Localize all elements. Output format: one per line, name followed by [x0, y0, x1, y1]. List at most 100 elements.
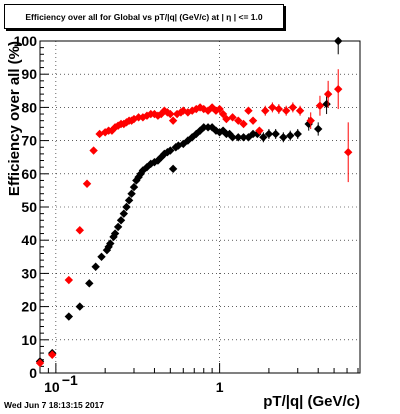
y-tick-label: 50: [21, 199, 37, 215]
data-point: [195, 103, 205, 112]
data-point: [124, 196, 134, 205]
data-point: [244, 106, 253, 115]
y-axis-title: Efficiency over all (%): [6, 41, 23, 196]
data-point: [172, 109, 182, 119]
data-point: [113, 121, 123, 130]
y-tick-label: 30: [21, 265, 37, 281]
y-tick-label: 40: [21, 232, 37, 248]
data-point: [288, 103, 298, 112]
data-point: [255, 126, 264, 135]
data-point: [75, 226, 84, 235]
data-point: [228, 133, 237, 142]
data-point: [322, 99, 331, 109]
data-point: [192, 129, 201, 139]
data-point: [91, 262, 100, 271]
data-point: [248, 116, 258, 125]
data-point: [85, 279, 94, 288]
x-tick-label: 10: [44, 379, 60, 395]
data-point: [264, 129, 274, 139]
chart-title-box: Efficiency over all for Global vs pT/|q|…: [4, 4, 284, 29]
data-point: [64, 275, 74, 285]
data-point: [222, 114, 231, 124]
data-point: [132, 176, 141, 185]
data-point: [228, 113, 237, 122]
data-point: [192, 104, 201, 114]
timestamp: Wed Jun 7 18:13:15 2017: [4, 400, 105, 410]
data-point: [168, 164, 178, 174]
data-point: [97, 252, 106, 261]
data-point: [119, 209, 129, 218]
y-tick-label: 70: [21, 133, 37, 149]
data-point: [293, 129, 302, 139]
data-point: [166, 146, 175, 155]
data-point: [166, 109, 175, 119]
data-point: [119, 119, 129, 129]
data-point: [323, 89, 333, 99]
data-point: [271, 129, 280, 139]
data-point: [203, 106, 213, 115]
data-point: [35, 358, 45, 368]
data-point: [134, 113, 143, 122]
data-point: [239, 119, 248, 129]
x-tick-exponent: −1: [62, 372, 78, 388]
axis-ticks: [39, 40, 359, 374]
data-point: [344, 148, 353, 157]
data-point: [306, 116, 315, 125]
series-1: [35, 36, 343, 366]
data-point: [259, 133, 268, 142]
data-point: [179, 106, 188, 115]
data-point: [153, 111, 163, 120]
y-tick-label: 0: [29, 365, 37, 381]
data-point: [314, 124, 323, 134]
data-point: [281, 106, 291, 115]
data-point: [334, 84, 343, 94]
data-point: [116, 216, 126, 225]
data-point: [129, 182, 139, 192]
data-point: [234, 116, 243, 125]
data-point: [110, 229, 120, 238]
data-point: [48, 350, 57, 359]
x-tick-label: 1: [216, 379, 224, 395]
data-point: [113, 222, 123, 232]
data-point: [279, 133, 288, 142]
series-2: [35, 69, 353, 368]
y-tick-label: 60: [21, 166, 37, 182]
data-point: [199, 123, 208, 132]
data-point: [207, 103, 217, 112]
data-point: [215, 104, 224, 114]
data-point: [315, 101, 325, 110]
data-point: [106, 239, 115, 248]
y-tick-label: 90: [21, 66, 37, 82]
data-point: [183, 108, 193, 117]
data-point: [127, 189, 136, 198]
data-point: [239, 133, 248, 142]
data-point: [82, 179, 92, 188]
data-point: [274, 104, 284, 114]
series: [35, 36, 353, 368]
y-tick-label: 10: [21, 332, 37, 348]
data-point: [199, 104, 208, 114]
chart-title: Efficiency over all for Global vs pT/|q|…: [25, 12, 263, 22]
data-point: [248, 129, 258, 139]
data-point: [183, 136, 193, 145]
y-tick-label: 80: [21, 99, 37, 115]
data-point: [268, 103, 277, 112]
data-point: [261, 106, 270, 115]
data-point: [64, 312, 74, 321]
x-axis-title: pT/|q| (GeV/c): [263, 393, 360, 410]
data-point: [168, 116, 178, 125]
data-point: [146, 159, 156, 169]
data-point: [295, 106, 305, 115]
data-point: [104, 242, 113, 252]
data-point: [102, 245, 112, 255]
data-point: [211, 106, 221, 115]
data-point: [334, 36, 343, 46]
data-point: [122, 202, 131, 212]
data-point: [207, 123, 217, 132]
data-point: [157, 109, 166, 119]
y-tick-label: 20: [21, 299, 37, 315]
data-point: [234, 133, 243, 142]
data-point: [75, 302, 84, 311]
